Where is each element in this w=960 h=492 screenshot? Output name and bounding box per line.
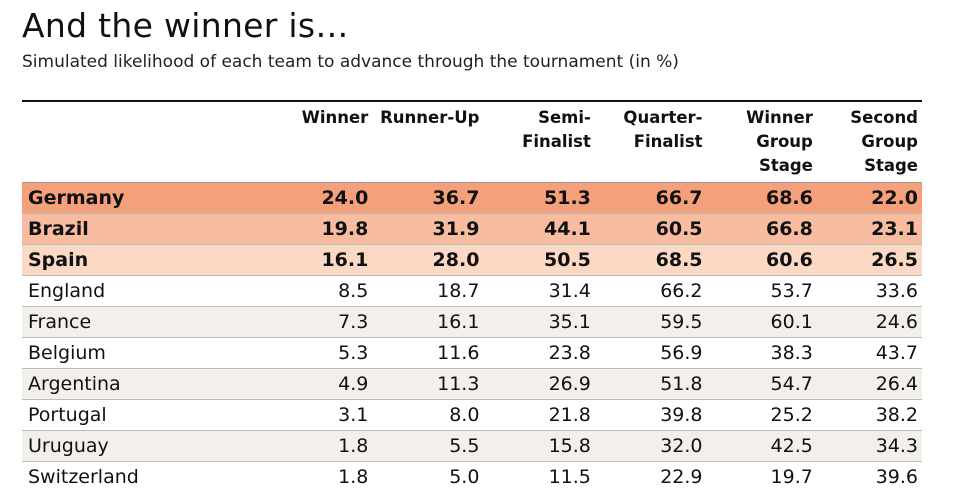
value-cell: 11.3 <box>372 369 483 400</box>
value-cell: 25.2 <box>707 400 817 431</box>
value-cell: 68.5 <box>595 245 707 276</box>
value-cell: 32.0 <box>595 431 707 462</box>
value-cell: 60.5 <box>595 214 707 245</box>
value-cell: 3.1 <box>262 400 372 431</box>
value-cell: 33.6 <box>817 276 922 307</box>
value-cell: 38.2 <box>817 400 922 431</box>
team-name: Spain <box>22 245 262 276</box>
value-cell: 21.8 <box>483 400 594 431</box>
value-cell: 23.8 <box>483 338 594 369</box>
value-cell: 31.4 <box>483 276 594 307</box>
value-cell: 8.0 <box>372 400 483 431</box>
value-cell: 68.6 <box>707 183 817 214</box>
value-cell: 1.8 <box>262 431 372 462</box>
page-subtitle: Simulated likelihood of each team to adv… <box>22 52 679 72</box>
value-cell: 60.6 <box>707 245 817 276</box>
value-cell: 16.1 <box>372 307 483 338</box>
value-cell: 18.7 <box>372 276 483 307</box>
value-cell: 44.1 <box>483 214 594 245</box>
value-cell: 51.8 <box>595 369 707 400</box>
team-name: Germany <box>22 183 262 214</box>
column-header: Quarter-Finalist <box>595 101 707 183</box>
value-cell: 39.6 <box>817 462 922 492</box>
value-cell: 4.9 <box>262 369 372 400</box>
value-cell: 26.9 <box>483 369 594 400</box>
value-cell: 50.5 <box>483 245 594 276</box>
value-cell: 22.9 <box>595 462 707 492</box>
page-title: And the winner is… <box>22 6 349 45</box>
team-name: Brazil <box>22 214 262 245</box>
value-cell: 11.6 <box>372 338 483 369</box>
value-cell: 5.5 <box>372 431 483 462</box>
value-cell: 38.3 <box>707 338 817 369</box>
value-cell: 66.7 <box>595 183 707 214</box>
value-cell: 19.8 <box>262 214 372 245</box>
value-cell: 56.9 <box>595 338 707 369</box>
value-cell: 1.8 <box>262 462 372 492</box>
value-cell: 7.3 <box>262 307 372 338</box>
value-cell: 28.0 <box>372 245 483 276</box>
value-cell: 66.2 <box>595 276 707 307</box>
value-cell: 19.7 <box>707 462 817 492</box>
team-name: Uruguay <box>22 431 262 462</box>
column-header: Runner-Up <box>372 101 483 183</box>
value-cell: 35.1 <box>483 307 594 338</box>
value-cell: 8.5 <box>262 276 372 307</box>
value-cell: 15.8 <box>483 431 594 462</box>
value-cell: 11.5 <box>483 462 594 492</box>
value-cell: 23.1 <box>817 214 922 245</box>
value-cell: 42.5 <box>707 431 817 462</box>
value-cell: 60.1 <box>707 307 817 338</box>
value-cell: 54.7 <box>707 369 817 400</box>
team-name: Switzerland <box>22 462 262 492</box>
value-cell: 51.3 <box>483 183 594 214</box>
value-cell: 31.9 <box>372 214 483 245</box>
value-cell: 66.8 <box>707 214 817 245</box>
column-header: Winner <box>262 101 372 183</box>
value-cell: 5.0 <box>372 462 483 492</box>
value-cell: 53.7 <box>707 276 817 307</box>
team-name: England <box>22 276 262 307</box>
value-cell: 5.3 <box>262 338 372 369</box>
value-cell: 24.6 <box>817 307 922 338</box>
column-header: Semi-Finalist <box>483 101 594 183</box>
header-team <box>22 101 262 183</box>
value-cell: 26.5 <box>817 245 922 276</box>
value-cell: 39.8 <box>595 400 707 431</box>
team-name: Portugal <box>22 400 262 431</box>
team-name: Argentina <box>22 369 262 400</box>
team-name: France <box>22 307 262 338</box>
value-cell: 16.1 <box>262 245 372 276</box>
value-cell: 22.0 <box>817 183 922 214</box>
value-cell: 36.7 <box>372 183 483 214</box>
team-name: Belgium <box>22 338 262 369</box>
value-cell: 59.5 <box>595 307 707 338</box>
value-cell: 24.0 <box>262 183 372 214</box>
value-cell: 26.4 <box>817 369 922 400</box>
value-cell: 43.7 <box>817 338 922 369</box>
value-cell: 34.3 <box>817 431 922 462</box>
